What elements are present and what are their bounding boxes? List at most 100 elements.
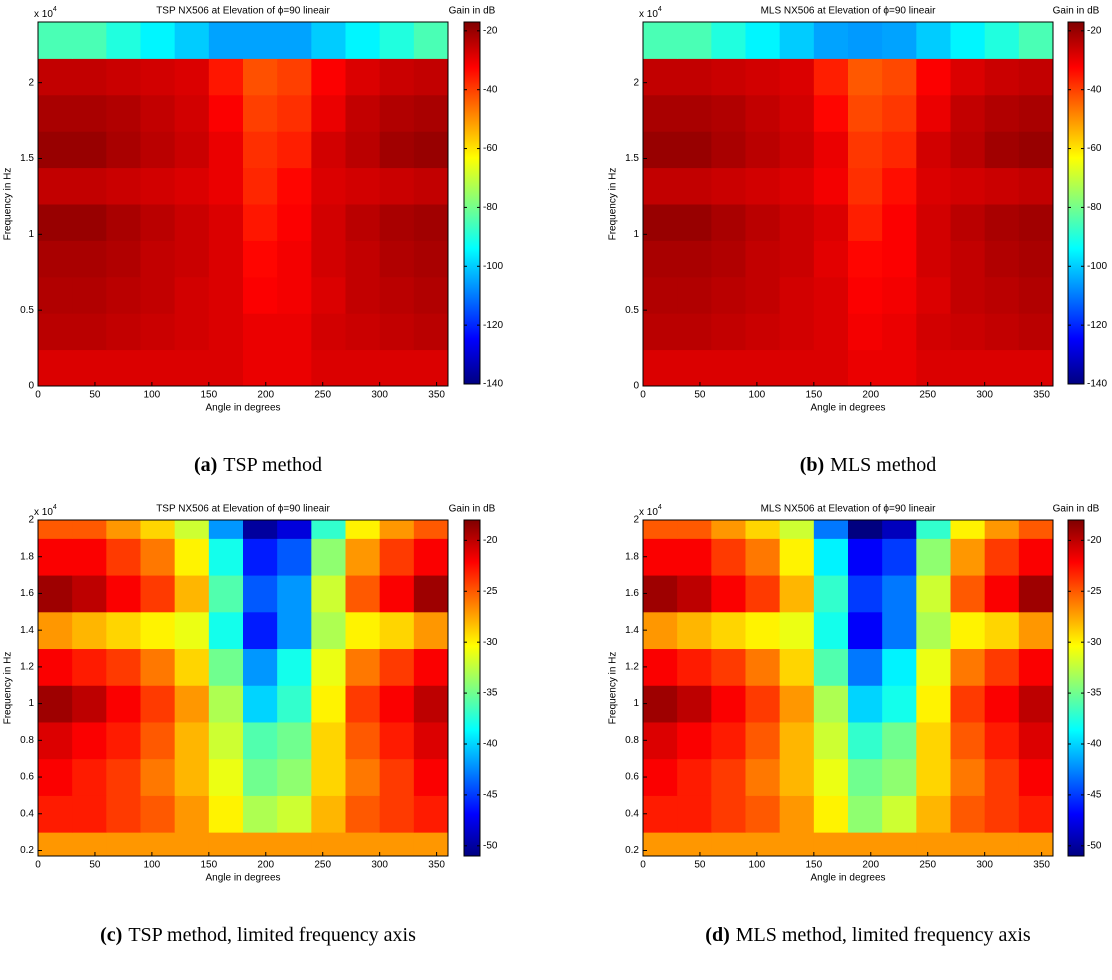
y-tick-label: 1 [633, 698, 639, 709]
colorbar-tick-label: -50 [483, 840, 498, 851]
heatmap-cell [916, 22, 951, 59]
heatmap-cell [379, 22, 415, 59]
y-multiplier: x 104 [34, 6, 57, 20]
heatmap-cell [345, 349, 381, 386]
heatmap-cell [711, 795, 746, 833]
heatmap-cell [916, 721, 951, 760]
colorbar-tick-label: -20 [1087, 25, 1102, 36]
heatmap-cell [311, 131, 346, 169]
colorbar-tick-label: -25 [483, 586, 498, 597]
heatmap-cell [813, 832, 849, 856]
heatmap-cell [813, 721, 849, 760]
caption-label: (a) [194, 454, 217, 476]
heatmap-cell [745, 648, 781, 686]
heatmap-cell [345, 167, 381, 205]
heatmap-cell [677, 611, 712, 650]
heatmap-cell [413, 58, 448, 96]
heatmap-cell [677, 758, 712, 796]
colorbar-tick-label: -35 [483, 688, 498, 699]
heatmap-cell [72, 795, 107, 833]
heatmap-cell [311, 648, 346, 686]
heatmap-cell [779, 313, 815, 351]
heatmap-cell [174, 313, 210, 351]
colorbar [463, 21, 481, 385]
heatmap-cell [379, 685, 415, 723]
heatmap-cell [345, 131, 381, 169]
heatmap-cell [140, 648, 176, 686]
heatmap-cell [677, 58, 712, 96]
heatmap-cell [745, 721, 781, 760]
heatmap-cell [174, 520, 210, 539]
heatmap-cell [711, 276, 746, 314]
heatmap-cell [140, 131, 176, 169]
heatmap-cell [208, 22, 244, 59]
heatmap-cell [916, 575, 951, 613]
heatmap-cell [277, 721, 312, 760]
heatmap-cell [174, 648, 210, 686]
heatmap-cell [1018, 648, 1053, 686]
heatmap-cell [643, 240, 678, 278]
plot-frame [37, 519, 449, 857]
multiplier-exponent: 4 [658, 6, 662, 13]
heatmap-cell [916, 538, 951, 576]
x-tick-label: 150 [805, 390, 822, 401]
heatmap-cell [72, 520, 107, 539]
heatmap-cell [208, 349, 244, 386]
heatmap-cell [106, 131, 141, 169]
heatmap-cell [413, 575, 448, 613]
heatmap-cell [677, 721, 712, 760]
heatmap-cell [379, 648, 415, 686]
heatmap-cell [813, 758, 849, 796]
heatmap-cell [72, 648, 107, 686]
heatmap-cell [140, 795, 176, 833]
heatmap-cell [277, 240, 312, 278]
colorbar-tick-label: -45 [483, 790, 498, 801]
heatmap-cell [677, 167, 712, 205]
heatmap-cell [72, 832, 107, 856]
heatmap-cell [779, 349, 815, 386]
heatmap-cell [208, 721, 244, 760]
heatmap-cell [379, 240, 415, 278]
heatmap-cell [72, 204, 107, 241]
heatmap-cell [916, 94, 951, 132]
heatmap-cell [106, 22, 141, 59]
heatmap-cell [1018, 611, 1053, 650]
heatmap-cell [779, 276, 815, 314]
heatmap-cell [413, 313, 448, 351]
heatmap-cell [711, 349, 746, 386]
y-tick-label: 1.6 [625, 588, 639, 599]
heatmap-cell [140, 58, 176, 96]
heatmap-cell [643, 131, 678, 169]
heatmap-cell [916, 832, 951, 856]
heatmap-cell [413, 685, 448, 723]
x-tick-label: 250 [919, 860, 936, 871]
heatmap-cell [813, 795, 849, 833]
heatmap-cell [1018, 276, 1053, 314]
heatmap-cell [174, 167, 210, 205]
heatmap-cell [106, 167, 141, 205]
y-axis-label: Frequency in Hz [3, 652, 14, 725]
heatmap-cell [813, 648, 849, 686]
heatmap-cell [848, 94, 883, 132]
heatmap-cell [243, 94, 278, 132]
colorbar-tick-label: -120 [1087, 320, 1107, 331]
heatmap-cell [243, 648, 278, 686]
heatmap-cell [311, 240, 346, 278]
heatmap-cell [311, 22, 346, 59]
heatmap-cell [779, 575, 815, 613]
multiplier-base: x 10 [639, 9, 658, 20]
heatmap-cell [106, 94, 141, 132]
heatmap-cell [950, 131, 986, 169]
heatmap-cell [379, 575, 415, 613]
heatmap-cell [106, 575, 141, 613]
heatmap-cell [243, 538, 278, 576]
heatmap-cell [711, 575, 746, 613]
heatmap-cell [38, 167, 73, 205]
colorbar-tick-label: -35 [1087, 688, 1102, 699]
x-tick-label: 0 [640, 860, 646, 871]
multiplier-exponent: 4 [53, 6, 57, 13]
x-tick-label: 250 [919, 390, 936, 401]
heatmap-cell [72, 22, 107, 59]
x-tick-label: 200 [862, 860, 879, 871]
chart-panel: 0 50 100 150 200 250 300 350 0 0.5 1 1.5 2 x 104 TSP N… [3, 6, 504, 476]
